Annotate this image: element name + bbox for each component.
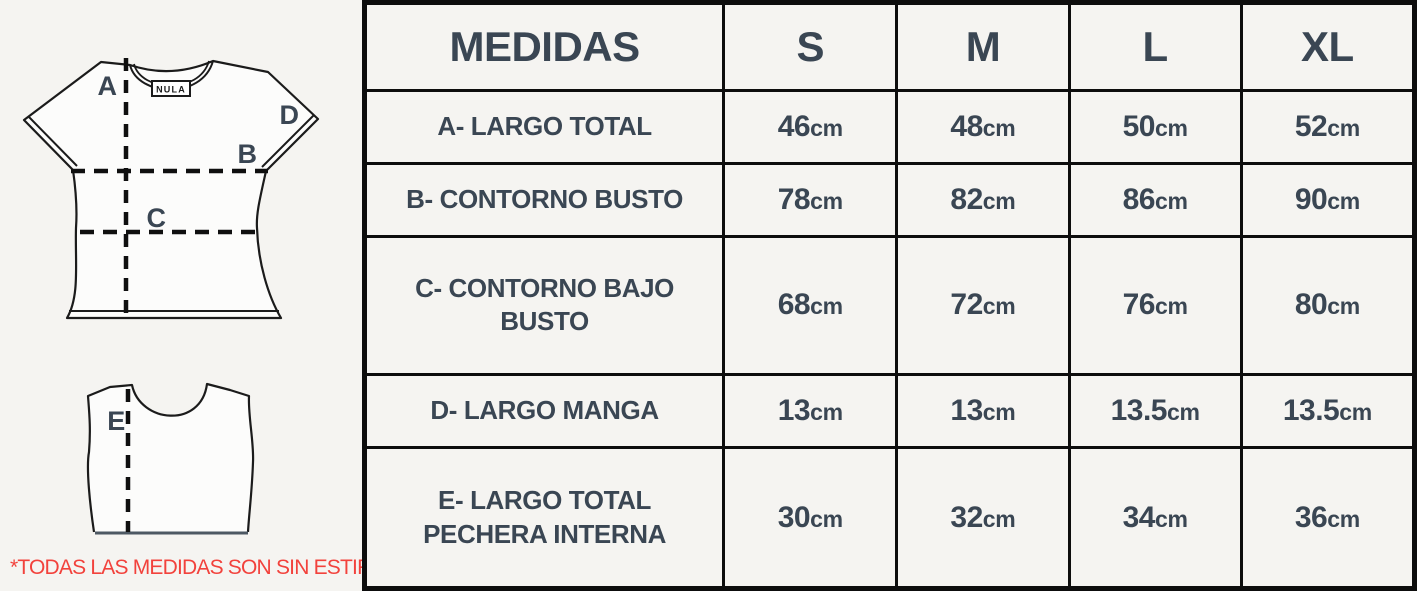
header-size-l: L bbox=[1067, 1, 1243, 92]
header-size-s: S bbox=[722, 1, 899, 92]
value-cell: 78cm bbox=[722, 161, 899, 238]
value-unit: cm bbox=[982, 399, 1016, 426]
value-unit: cm bbox=[1327, 505, 1360, 532]
value-number: 82 bbox=[950, 182, 983, 216]
value-unit: cm bbox=[810, 399, 843, 426]
value-cell: 82cm bbox=[895, 161, 1071, 238]
value-unit: cm bbox=[1327, 114, 1360, 141]
stretch-disclaimer: *TODAS LAS MEDIDAS SON SIN ESTIRAR bbox=[10, 556, 400, 579]
table-row-largo-manga: D- LARGO MANGA 13cm 13cm 13.5cm 13.5cm bbox=[362, 373, 1417, 450]
brand-tag-label: NULA bbox=[156, 85, 186, 95]
table-row-largo-total: A- LARGO TOTAL 46cm 48cm 50cm 52cm bbox=[362, 89, 1417, 165]
value-unit: cm bbox=[810, 505, 843, 532]
value-number: 13 bbox=[950, 394, 983, 428]
row-label: B- CONTORNO BUSTO bbox=[362, 161, 726, 238]
value-number: 50 bbox=[1122, 109, 1156, 143]
value-number: 48 bbox=[950, 109, 983, 143]
value-unit: cm bbox=[1154, 187, 1188, 214]
value-unit: cm bbox=[1166, 399, 1200, 426]
value-cell: 48cm bbox=[895, 89, 1071, 165]
value-number: 90 bbox=[1294, 182, 1328, 216]
value-unit: cm bbox=[810, 293, 843, 320]
size-table-container: MEDIDAS S M L XL A- LARGO TOTAL 46cm 48c… bbox=[362, 0, 1417, 591]
value-number: 36 bbox=[1294, 500, 1328, 534]
value-unit: cm bbox=[810, 187, 843, 214]
table-row-largo-pechera-interna: E- LARGO TOTAL PECHERA INTERNA 30cm 32cm… bbox=[362, 446, 1417, 590]
value-cell: 52cm bbox=[1239, 89, 1417, 165]
value-number: 72 bbox=[950, 288, 983, 322]
measure-label-d: D bbox=[280, 100, 299, 130]
value-number: 34 bbox=[1122, 500, 1156, 534]
measure-label-c: C bbox=[147, 203, 166, 233]
brand-tag bbox=[151, 80, 191, 97]
header-size-xl: XL bbox=[1239, 1, 1417, 92]
tshirt-left-cuff-seam bbox=[27, 115, 78, 167]
measure-label-a: A bbox=[98, 71, 117, 101]
value-cell: 36cm bbox=[1239, 446, 1417, 590]
value-number: 68 bbox=[777, 288, 811, 322]
value-number: 13.5 bbox=[1282, 394, 1340, 428]
row-label: E- LARGO TOTAL PECHERA INTERNA bbox=[362, 446, 726, 590]
header-medidas: MEDIDAS bbox=[362, 1, 726, 92]
value-unit: cm bbox=[1339, 399, 1372, 426]
value-cell: 86cm bbox=[1067, 161, 1243, 238]
row-label: C- CONTORNO BAJO BUSTO bbox=[362, 234, 726, 377]
value-cell: 13.5cm bbox=[1067, 373, 1243, 450]
tshirt-right-cuff-seam bbox=[261, 114, 315, 168]
tshirt-diagram: NULA A D B C bbox=[22, 58, 320, 320]
value-cell: 50cm bbox=[1067, 89, 1243, 165]
size-table: MEDIDAS S M L XL A- LARGO TOTAL 46cm 48c… bbox=[362, 0, 1417, 591]
value-number: 32 bbox=[950, 500, 983, 534]
value-number: 86 bbox=[1122, 182, 1156, 216]
row-label: A- LARGO TOTAL bbox=[362, 89, 726, 165]
value-cell: 13cm bbox=[895, 373, 1071, 450]
value-number: 78 bbox=[777, 182, 811, 216]
value-cell: 30cm bbox=[722, 446, 899, 590]
value-number: 46 bbox=[777, 109, 811, 143]
value-number: 13 bbox=[777, 394, 811, 428]
value-unit: cm bbox=[1154, 505, 1188, 532]
value-unit: cm bbox=[982, 293, 1016, 320]
header-row: MEDIDAS S M L XL bbox=[362, 1, 1417, 92]
value-cell: 68cm bbox=[722, 234, 899, 377]
value-number: 13.5 bbox=[1110, 394, 1168, 428]
garment-diagrams: NULA A D B C E bbox=[22, 58, 320, 535]
value-cell: 90cm bbox=[1239, 161, 1417, 238]
header-size-m: M bbox=[895, 1, 1071, 92]
value-number: 52 bbox=[1294, 109, 1328, 143]
value-unit: cm bbox=[1154, 114, 1188, 141]
value-unit: cm bbox=[982, 187, 1016, 214]
value-unit: cm bbox=[982, 114, 1016, 141]
garment-diagrams-panel: NULA A D B C E *TODAS LAS MEDIDAS SON SI… bbox=[0, 0, 400, 591]
value-cell: 46cm bbox=[722, 89, 899, 165]
measure-label-e: E bbox=[107, 406, 125, 436]
row-label: D- LARGO MANGA bbox=[362, 373, 726, 450]
value-unit: cm bbox=[1154, 293, 1188, 320]
value-number: 30 bbox=[777, 500, 811, 534]
value-cell: 13.5cm bbox=[1239, 373, 1417, 450]
value-number: 80 bbox=[1294, 288, 1328, 322]
value-cell: 34cm bbox=[1067, 446, 1243, 590]
value-cell: 80cm bbox=[1239, 234, 1417, 377]
value-unit: cm bbox=[1327, 293, 1360, 320]
value-unit: cm bbox=[810, 114, 843, 141]
value-number: 76 bbox=[1122, 288, 1156, 322]
value-unit: cm bbox=[1327, 187, 1360, 214]
table-row-contorno-bajo-busto: C- CONTORNO BAJO BUSTO 68cm 72cm 76cm 80… bbox=[362, 234, 1417, 377]
tshirt-outline bbox=[22, 59, 320, 320]
measure-label-b: B bbox=[238, 139, 257, 169]
value-cell: 32cm bbox=[895, 446, 1071, 590]
table-row-contorno-busto: B- CONTORNO BUSTO 78cm 82cm 86cm 90cm bbox=[362, 161, 1417, 238]
bib-diagram: E bbox=[86, 382, 255, 535]
value-cell: 13cm bbox=[722, 373, 899, 450]
value-cell: 72cm bbox=[895, 234, 1071, 377]
value-cell: 76cm bbox=[1067, 234, 1243, 377]
value-unit: cm bbox=[982, 505, 1016, 532]
